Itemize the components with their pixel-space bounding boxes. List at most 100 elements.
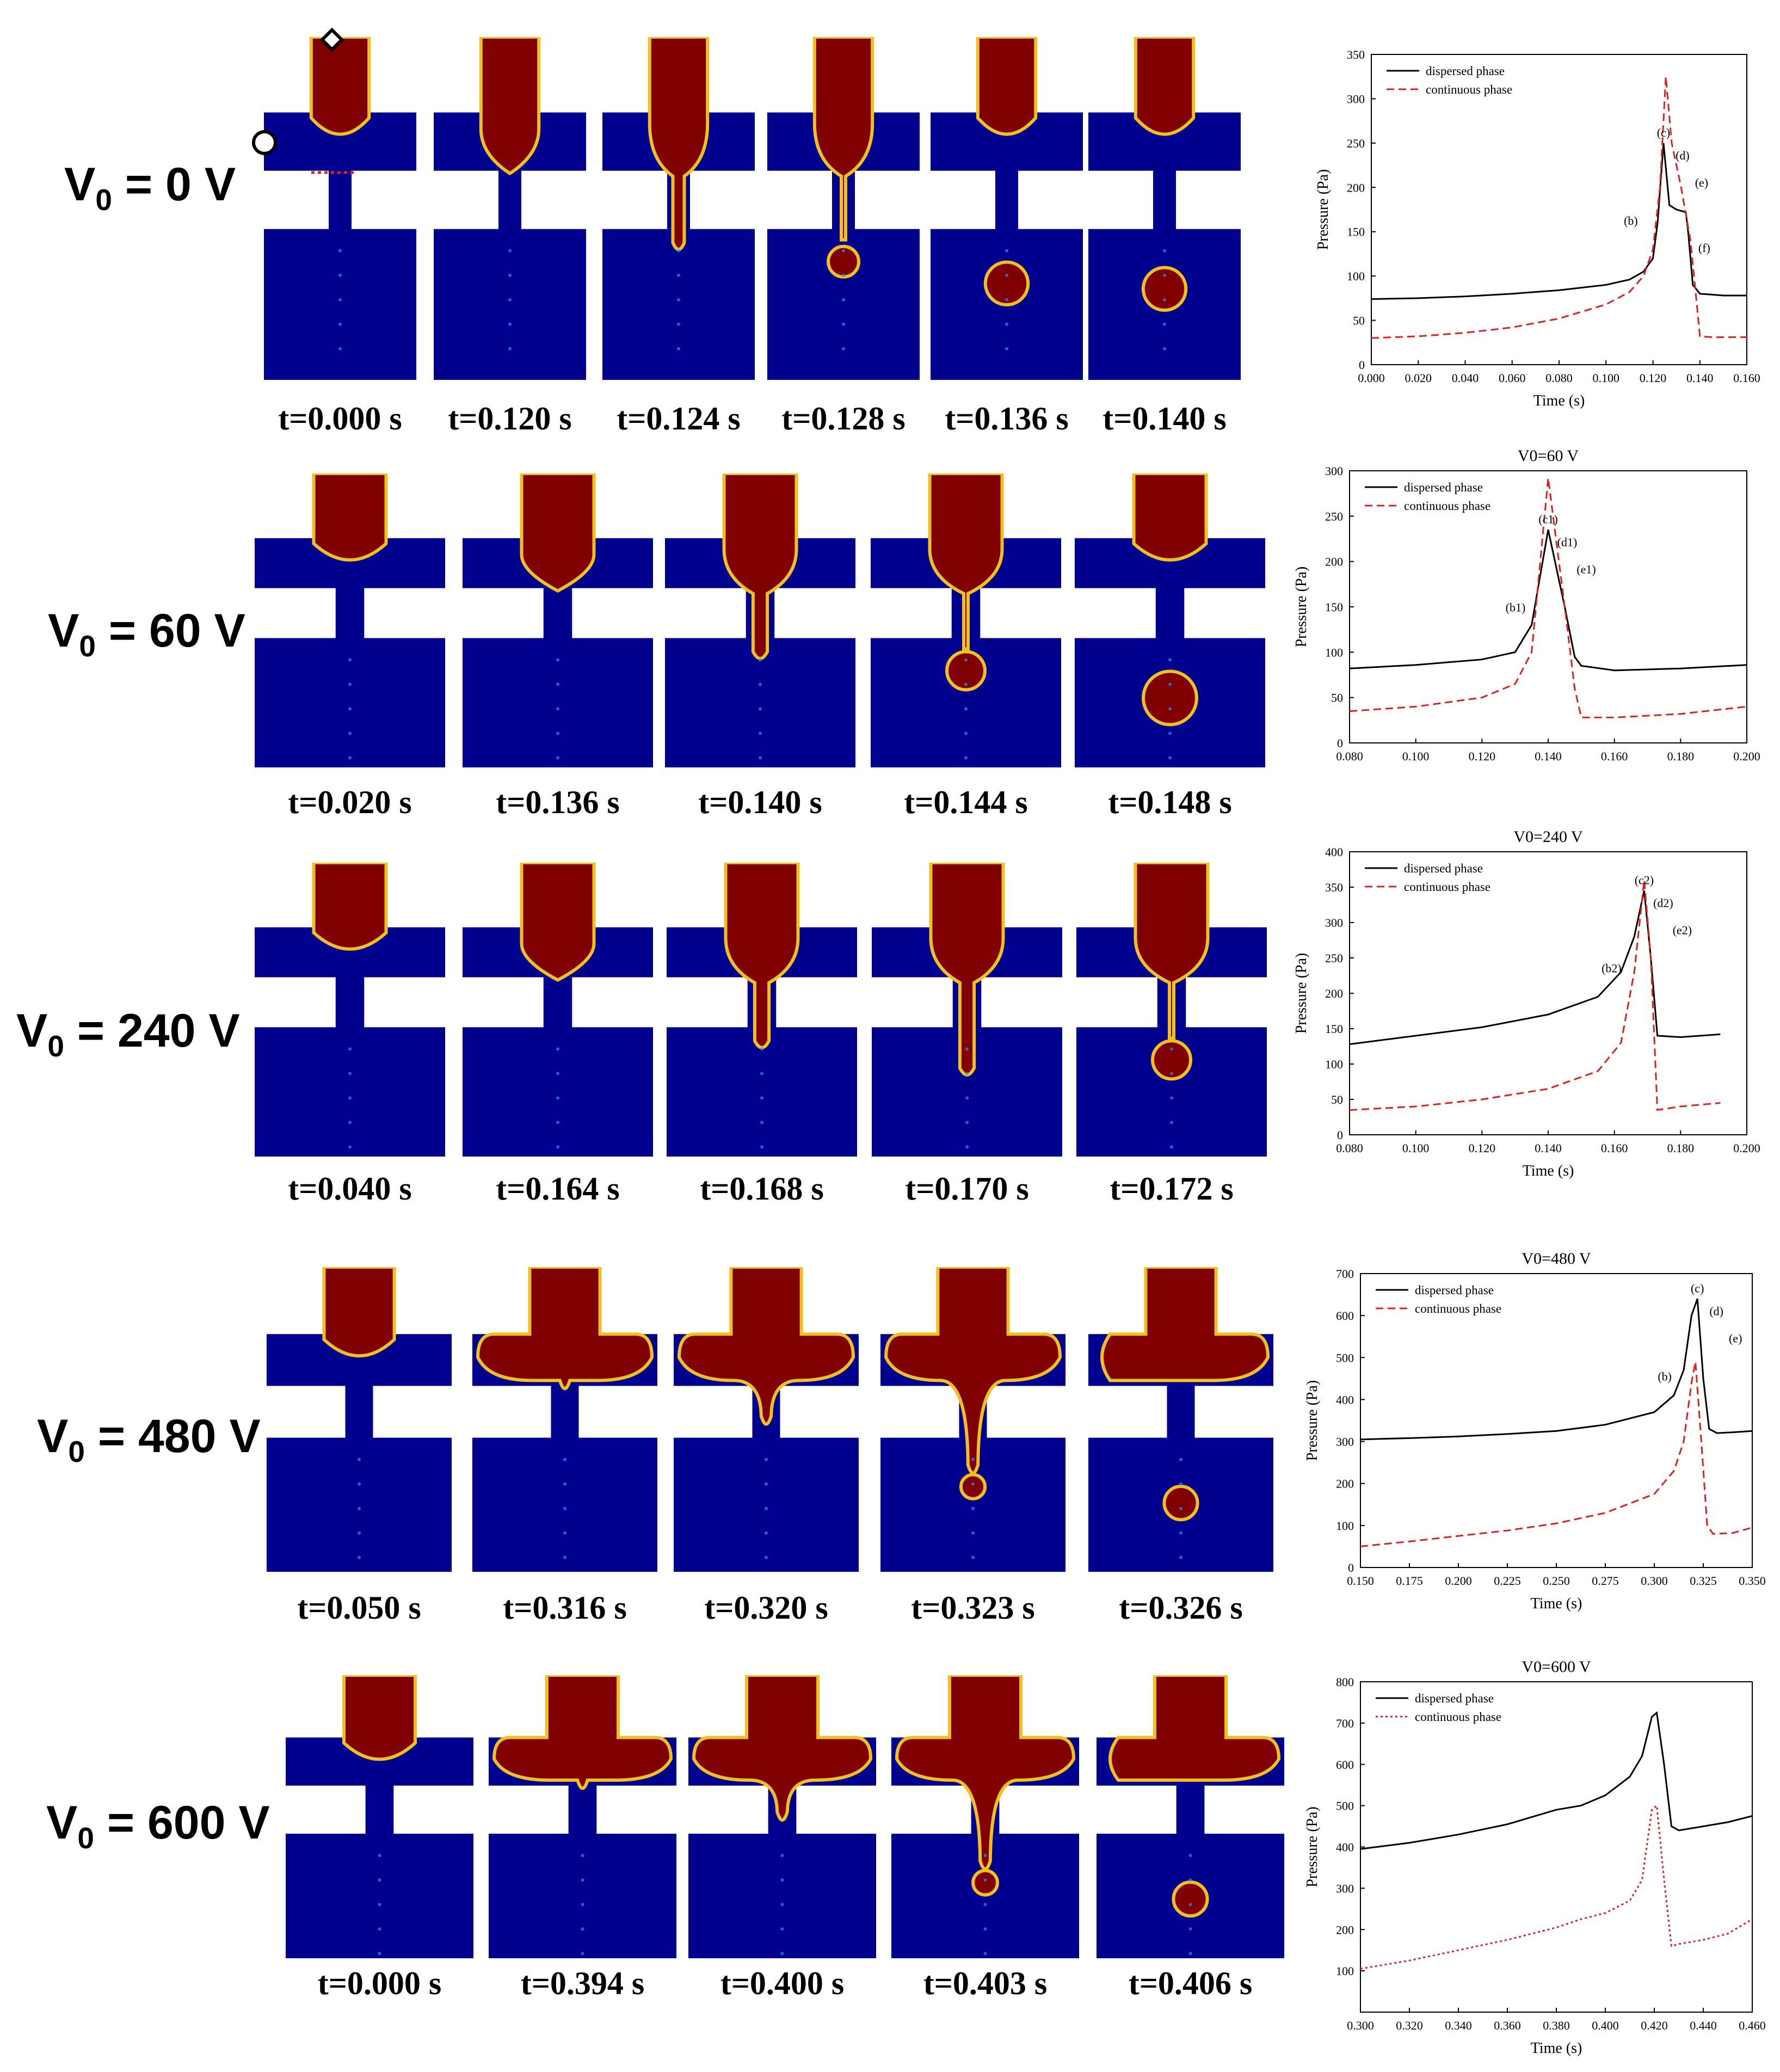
- satellite-trace: [1005, 273, 1008, 277]
- legend-entry: continuous phase: [1426, 83, 1512, 96]
- series-line-continuous: [1371, 76, 1747, 339]
- x-tick-label: 0.300: [1347, 2019, 1374, 2032]
- snapshot-frame: [264, 37, 416, 380]
- channel-wall: [1176, 170, 1241, 229]
- peak-annotation: (e): [1729, 1331, 1742, 1345]
- satellite-trace: [964, 658, 968, 662]
- channel-wall: [286, 1785, 366, 1834]
- snapshot-frame: [871, 474, 1061, 767]
- snapshot-time-caption: t=0.144 s: [904, 784, 1028, 820]
- y-axis-label: Pressure (Pa): [1315, 169, 1332, 250]
- legend-entry: continuous phase: [1404, 499, 1490, 513]
- channel-wall: [373, 1386, 452, 1438]
- snapshot-frame: [489, 1675, 676, 1958]
- satellite-trace: [348, 707, 352, 711]
- x-tick-label: 0.160: [1733, 371, 1760, 385]
- channel-wall: [798, 863, 857, 927]
- peak-annotation: (c): [1657, 126, 1670, 139]
- satellite-trace: [983, 1927, 987, 1931]
- satellite-trace: [556, 1072, 559, 1075]
- satellite-trace: [760, 1096, 763, 1100]
- y-tick-label: 50: [1353, 314, 1365, 328]
- x-tick-label: 0.120: [1469, 749, 1496, 763]
- snapshot-frame: [463, 863, 653, 1157]
- dispersed-phase: [312, 863, 388, 951]
- satellite-trace: [760, 1145, 763, 1149]
- snapshot-frame: [1088, 37, 1241, 380]
- x-tick-label: 0.120: [1469, 1141, 1496, 1155]
- channel-wall: [774, 588, 855, 638]
- channel-wall: [1076, 863, 1136, 927]
- channel-wall: [386, 863, 445, 927]
- satellite-trace: [556, 1121, 559, 1124]
- row-label-60v: V0 = 60 V: [48, 605, 245, 663]
- channel-wall: [1193, 37, 1241, 113]
- channel-wall: [1021, 1675, 1079, 1738]
- y-tick-label: 0: [1337, 736, 1343, 750]
- y-tick-label: 50: [1331, 1093, 1343, 1106]
- y-tick-label: 100: [1325, 1057, 1343, 1071]
- y-tick-label: 100: [1336, 1519, 1354, 1533]
- channel-wall: [1088, 37, 1136, 113]
- dispersed-phase-interface: [1134, 863, 1210, 1040]
- channel-wall: [999, 1785, 1079, 1834]
- x-tick-label: 0.300: [1641, 1574, 1668, 1588]
- snapshot-time-caption: t=0.320 s: [704, 1590, 828, 1626]
- channel-wall: [1076, 977, 1157, 1028]
- satellite-trace: [1168, 658, 1172, 662]
- dispersed-phase-interface: [1108, 1675, 1281, 1782]
- satellite-trace: [1168, 683, 1172, 686]
- satellite-trace: [964, 683, 968, 686]
- snapshot-frame: [931, 37, 1083, 380]
- y-tick-label: 250: [1347, 137, 1365, 150]
- satellite-trace: [1005, 249, 1008, 253]
- satellite-trace: [677, 347, 680, 351]
- y-tick-label: 400: [1336, 1393, 1354, 1406]
- channel-wall: [415, 1675, 473, 1738]
- channel-wall: [521, 170, 586, 229]
- satellite-trace: [677, 249, 680, 253]
- dispersed-phase: [722, 474, 798, 660]
- satellite-trace: [508, 347, 512, 351]
- satellite-trace: [971, 1482, 975, 1486]
- peak-annotation: (e1): [1576, 562, 1596, 576]
- satellite-trace: [348, 756, 352, 760]
- dispersed-phase-interface: [648, 37, 710, 251]
- satellite-trace: [964, 731, 968, 735]
- satellite-trace: [1188, 1927, 1192, 1931]
- channel-wall: [539, 37, 586, 113]
- dispersed-phase-interface: [1132, 474, 1208, 562]
- dispersed-phase-interface: [722, 474, 798, 660]
- y-tick-label: 400: [1336, 1841, 1354, 1854]
- droplet: [1172, 1880, 1209, 1918]
- channel-wall: [674, 1267, 731, 1335]
- dispersed-phase-interface: [928, 474, 1004, 651]
- dispersed-phase-interface: [1100, 1267, 1270, 1382]
- satellite-trace: [983, 1903, 987, 1907]
- satellite-trace: [581, 1878, 584, 1882]
- channel-wall: [880, 1386, 959, 1438]
- pressure-chart-600v: V0=600 V 0.300 0.320 0.340 0.360 0.380 0.400 0.…: [1304, 1658, 1766, 2057]
- satellite-trace: [1179, 1482, 1182, 1486]
- satellite-trace: [965, 1145, 969, 1149]
- peak-annotation: (c): [1691, 1281, 1704, 1295]
- dispersed-phase: [724, 863, 800, 1049]
- satellite-trace: [1170, 1072, 1173, 1075]
- channel-wall: [594, 474, 653, 538]
- satellite-trace: [1168, 731, 1172, 735]
- satellite-trace: [842, 298, 845, 302]
- channel-wall: [891, 1785, 971, 1834]
- x-tick-label: 0.460: [1739, 2019, 1766, 2032]
- satellite-trace: [760, 1047, 763, 1051]
- snapshot-frame: [880, 1267, 1065, 1572]
- channel-wall: [267, 1267, 324, 1335]
- snapshot-time-caption: t=0.140 s: [698, 784, 822, 820]
- y-tick-label: 600: [1336, 1758, 1354, 1772]
- dispersed-phase-interface: [520, 863, 596, 982]
- satellite-trace: [581, 1927, 584, 1931]
- peak-annotation: (e2): [1673, 924, 1692, 937]
- channel-wall: [600, 1267, 657, 1335]
- satellite-trace: [759, 731, 762, 735]
- peak-annotation: (c2): [1635, 874, 1654, 887]
- peak-annotation: (d): [1709, 1304, 1723, 1318]
